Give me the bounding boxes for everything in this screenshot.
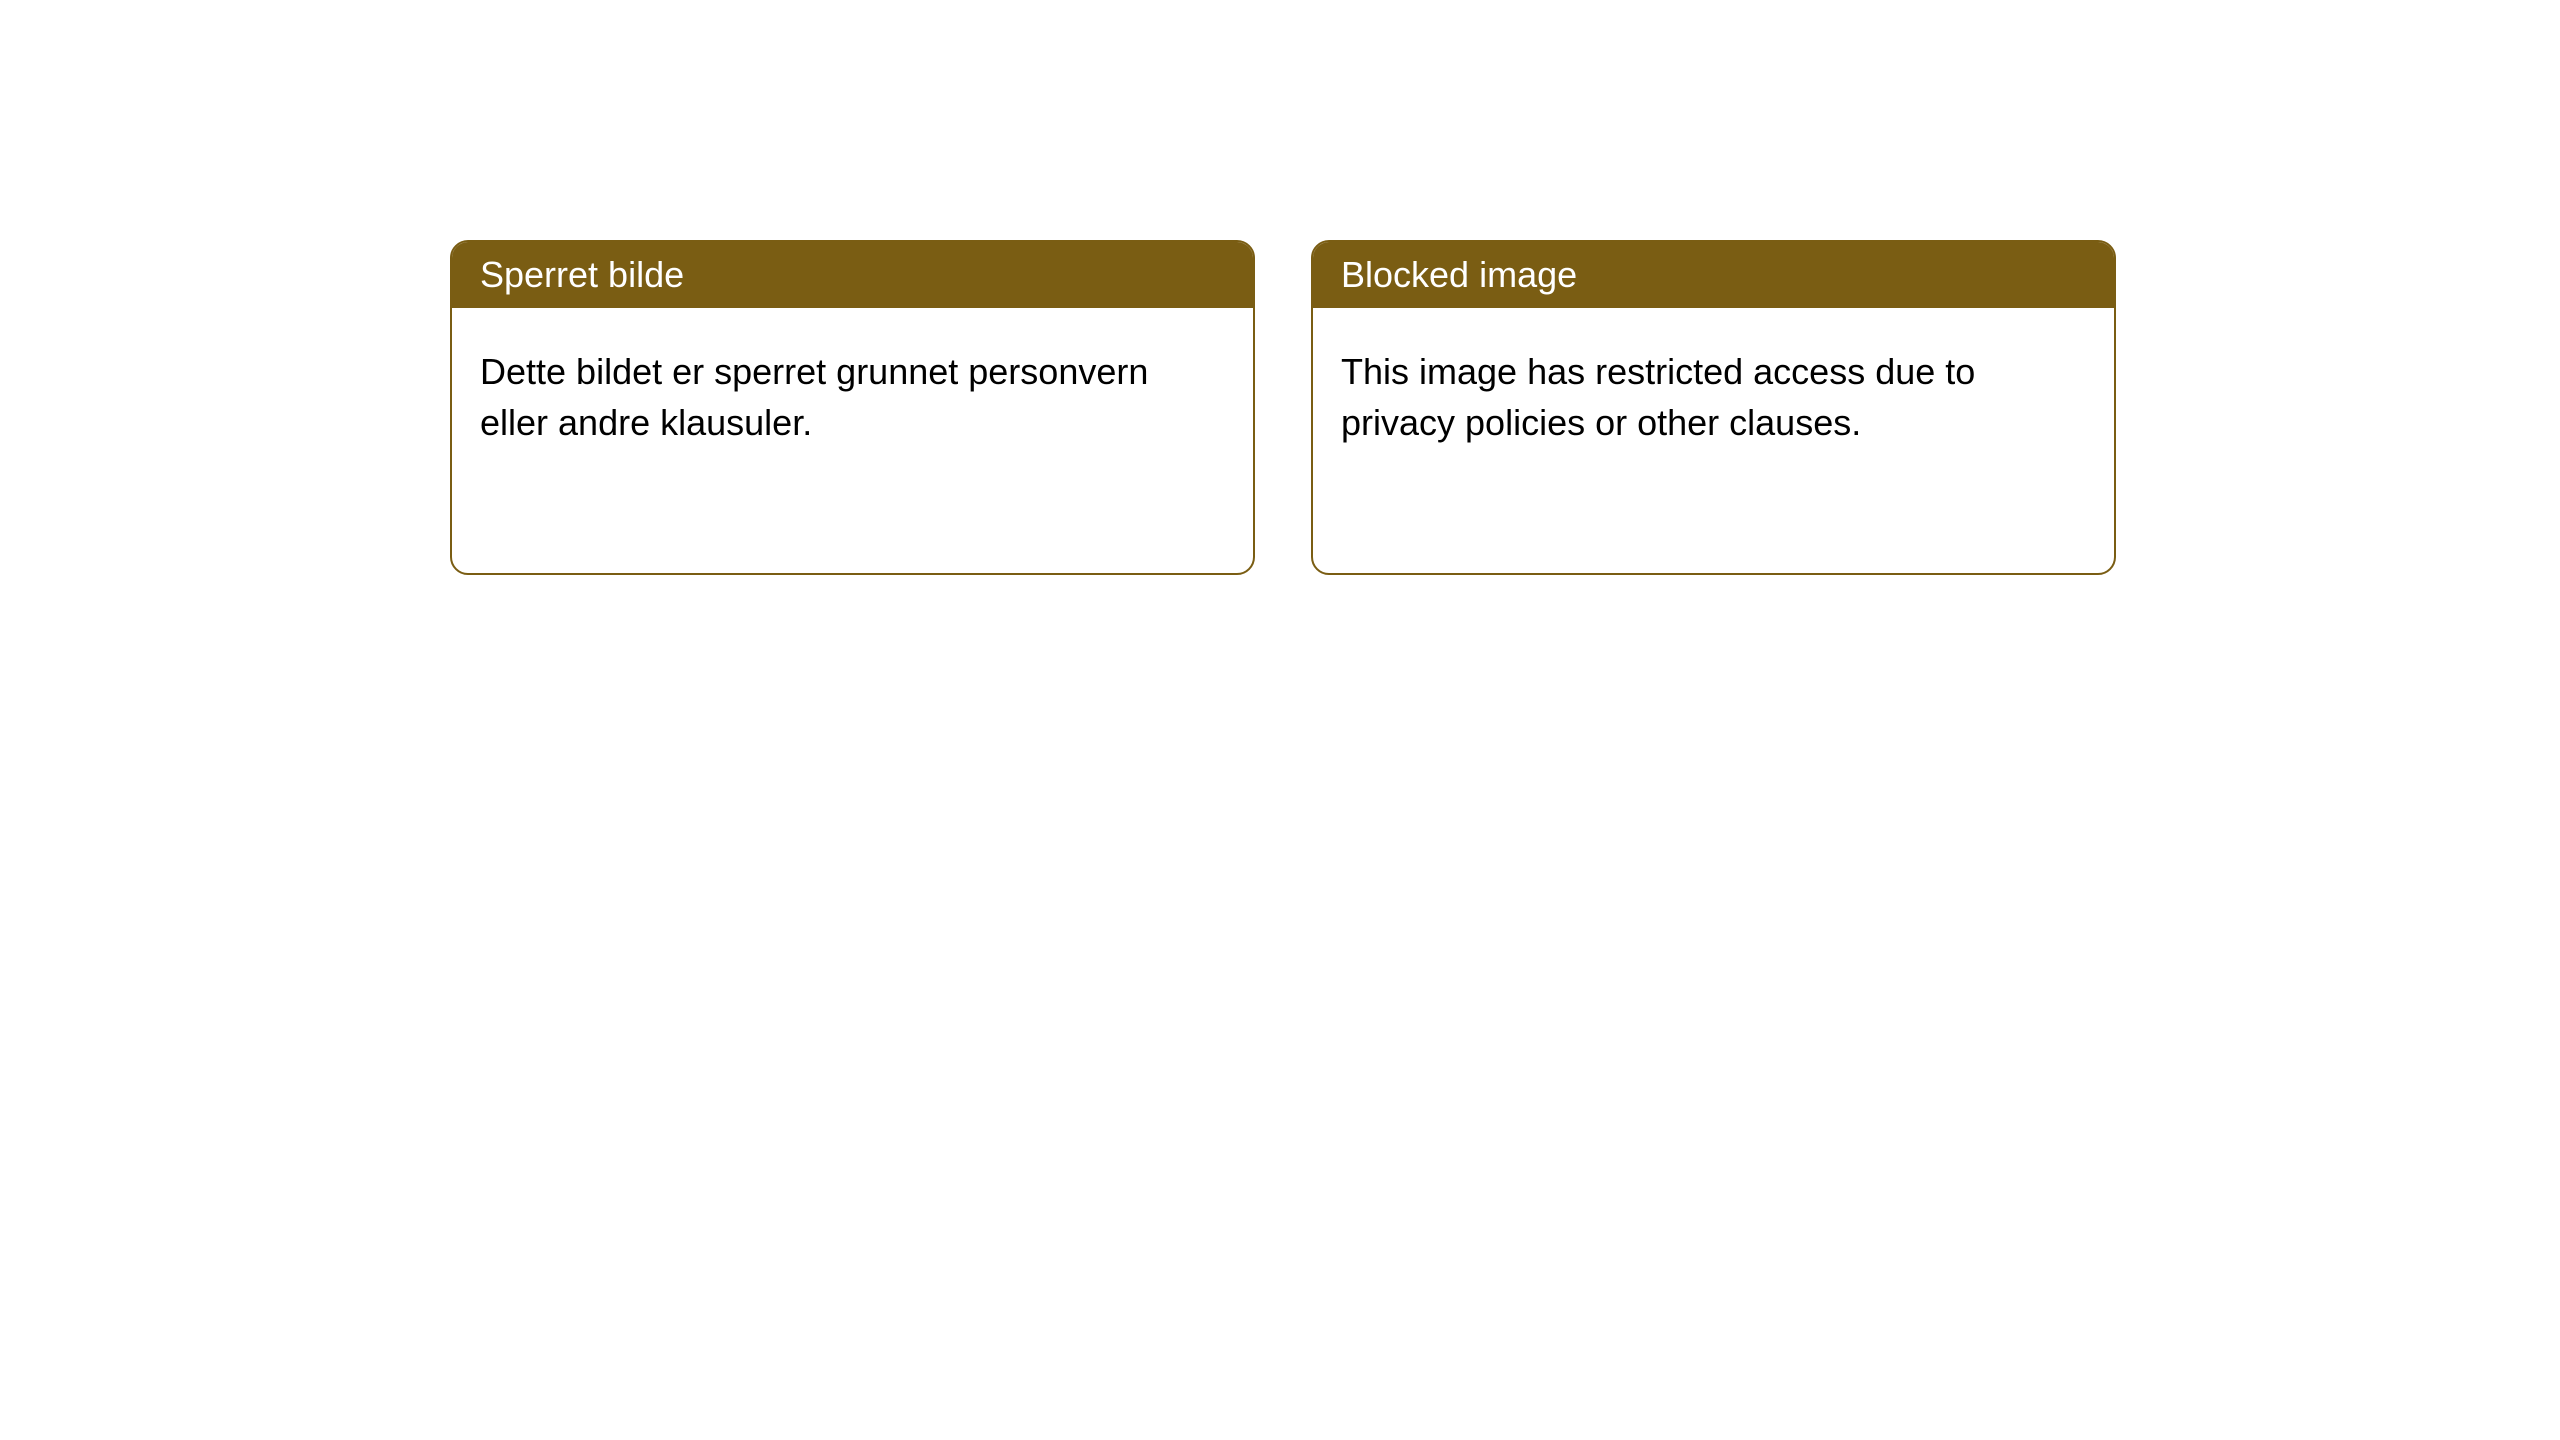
notice-title: Blocked image: [1341, 254, 1577, 295]
notice-header: Sperret bilde: [452, 242, 1253, 308]
notice-box-norwegian: Sperret bilde Dette bildet er sperret gr…: [450, 240, 1255, 575]
notice-body-text: This image has restricted access due to …: [1341, 351, 1975, 443]
notice-header: Blocked image: [1313, 242, 2114, 308]
notice-body: Dette bildet er sperret grunnet personve…: [452, 308, 1253, 486]
notice-title: Sperret bilde: [480, 254, 684, 295]
notice-body-text: Dette bildet er sperret grunnet personve…: [480, 351, 1148, 443]
notice-container: Sperret bilde Dette bildet er sperret gr…: [0, 0, 2560, 575]
notice-box-english: Blocked image This image has restricted …: [1311, 240, 2116, 575]
notice-body: This image has restricted access due to …: [1313, 308, 2114, 486]
